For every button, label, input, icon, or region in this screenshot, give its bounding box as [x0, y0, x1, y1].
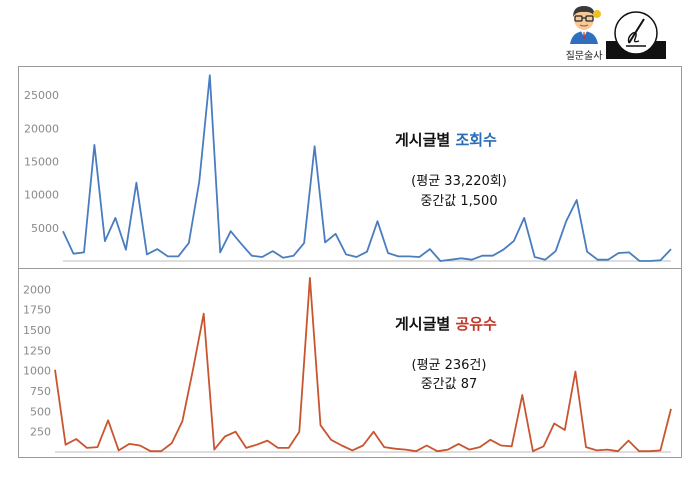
shares-title-metric: 공유수	[455, 315, 497, 333]
views-title-metric: 조회수	[455, 131, 497, 149]
views-median-stat: 중간값 1,500	[420, 194, 498, 209]
shares-line-chart: 250 500 750 1000 1250 1500 1750 2000	[23, 276, 672, 453]
views-chart-title: 게시글별 조회수	[395, 129, 497, 150]
brand-logo: 질문술사	[556, 4, 612, 62]
pen-logo-icon	[606, 7, 666, 59]
brand-name: 질문술사	[565, 51, 603, 62]
views-mean-stat: (평균 33,220회)	[411, 174, 507, 189]
mascot-icon	[570, 6, 601, 44]
shares-y-tick-label: 1500	[23, 324, 51, 337]
shares-chart-title: 게시글별 공유수	[395, 313, 497, 334]
views-line-chart: 5000 10000 15000 20000 25000	[24, 74, 672, 262]
shares-series-line	[54, 276, 672, 453]
views-y-tick-label: 10000	[24, 189, 59, 202]
shares-mean-stat: (평균 236건)	[411, 358, 487, 373]
shares-y-tick-label: 1000	[23, 365, 51, 378]
shares-y-tick-label: 250	[30, 426, 51, 439]
views-series-line	[62, 74, 672, 262]
views-y-tick-label: 5000	[31, 222, 59, 235]
views-title-prefix: 게시글별	[395, 131, 451, 149]
shares-y-tick-label: 500	[30, 405, 51, 418]
shares-chart-panel: 250 500 750 1000 1250 1500 1750 2000 게시글별 공유수 (…	[18, 268, 682, 458]
views-y-tick-label: 15000	[24, 156, 59, 169]
shares-title-prefix: 게시글별	[395, 315, 451, 333]
views-y-tick-label: 20000	[24, 122, 59, 135]
shares-median-stat: 중간값 87	[420, 377, 478, 392]
shares-y-tick-label: 2000	[23, 283, 51, 296]
views-chart-panel: 5000 10000 15000 20000 25000 게시글별 조회수 (평균 33…	[18, 66, 682, 270]
views-y-tick-label: 25000	[24, 89, 59, 102]
shares-y-tick-label: 750	[30, 385, 51, 398]
shares-y-tick-label: 1250	[23, 344, 51, 357]
shares-y-tick-label: 1750	[23, 304, 51, 317]
